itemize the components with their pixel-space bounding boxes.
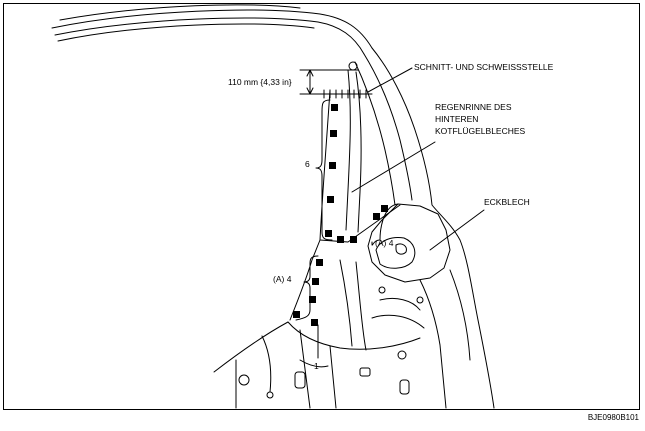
- lower-body-8: [449, 269, 471, 361]
- leader-gutter: [351, 141, 436, 193]
- weld-point: [373, 213, 380, 220]
- roof-line-outer: [51, 9, 373, 49]
- spot-weld-markers: [293, 104, 388, 326]
- count-one-label: 1: [314, 361, 319, 371]
- weld-point: [316, 259, 323, 266]
- lower-pillar-left: [289, 239, 321, 321]
- bracket-a-lower: [295, 255, 319, 321]
- gutter-label-line2: HINTEREN: [435, 114, 479, 124]
- gutter-channel-2: [355, 71, 362, 233]
- leader-cut-weld: [367, 67, 413, 93]
- gutter-label-line1: REGENRINNE DES: [435, 102, 512, 112]
- slot-1: [294, 371, 306, 389]
- weld-point: [311, 319, 318, 326]
- bolt-hole-2: [348, 61, 358, 71]
- weld-point: [330, 130, 337, 137]
- corner-panel-outline: [367, 203, 451, 283]
- weld-point: [337, 236, 344, 243]
- pillar-outer: [371, 47, 495, 409]
- bracket-six: [315, 99, 333, 241]
- lower-body-2: [287, 321, 421, 350]
- group-a-lower-label: (A) 4: [273, 274, 292, 284]
- leader-corner-panel: [429, 209, 485, 251]
- count-six-label: 6: [305, 159, 310, 169]
- weld-point: [329, 162, 336, 169]
- bolt-hole-6: [266, 391, 274, 399]
- bolt-hole-1: [238, 374, 250, 386]
- weld-point: [381, 205, 388, 212]
- weld-point: [312, 278, 319, 285]
- cut-hatch-marks: [323, 89, 367, 99]
- lower-body-7: [419, 279, 447, 409]
- slot-3: [359, 367, 371, 377]
- weld-point: [327, 196, 334, 203]
- lower-body-10: [371, 314, 425, 329]
- cut-weld-label: SCHNITT- UND SCHWEISSSTELLE: [414, 62, 554, 72]
- corner-panel-inner: [375, 237, 416, 269]
- dimension-label: 110 mm {4,33 in}: [228, 77, 292, 87]
- bolt-hole-5: [416, 296, 424, 304]
- pillar-inner-2: [354, 61, 396, 206]
- dim-arrow-up: [306, 69, 314, 77]
- gutter-channel: [345, 69, 351, 231]
- pillar-inner-1: [363, 53, 413, 201]
- gutter-label-line3: KOTFLÜGELBLECHES: [435, 126, 526, 136]
- bolt-hole-3: [378, 286, 386, 294]
- dim-arrow-down: [306, 87, 314, 95]
- lower-body-4: [329, 345, 337, 409]
- weld-point: [331, 104, 338, 111]
- weld-point: [325, 230, 332, 237]
- lower-body-9: [379, 297, 421, 311]
- figure-frame: [3, 3, 640, 410]
- roof-line-3: [57, 23, 315, 42]
- bolt-hole-4: [397, 350, 407, 360]
- lower-body-3: [299, 329, 311, 409]
- roof-line-4: [59, 4, 301, 21]
- group-a-upper-label: (A) 4: [375, 238, 394, 248]
- lower-body-5: [339, 259, 353, 347]
- figure-code: BJE0980B101: [587, 413, 639, 422]
- weld-point: [350, 236, 357, 243]
- weld-point: [309, 296, 316, 303]
- roof-line-2: [54, 17, 365, 55]
- lower-body-11: [261, 335, 272, 393]
- corner-panel-hole: [395, 243, 407, 255]
- lower-body-6: [355, 261, 367, 351]
- corner-panel-label: ECKBLECH: [484, 197, 530, 207]
- slot-2: [399, 379, 410, 395]
- weld-point: [293, 311, 300, 318]
- lower-body-1: [213, 321, 289, 373]
- lower-body-13: [299, 359, 329, 368]
